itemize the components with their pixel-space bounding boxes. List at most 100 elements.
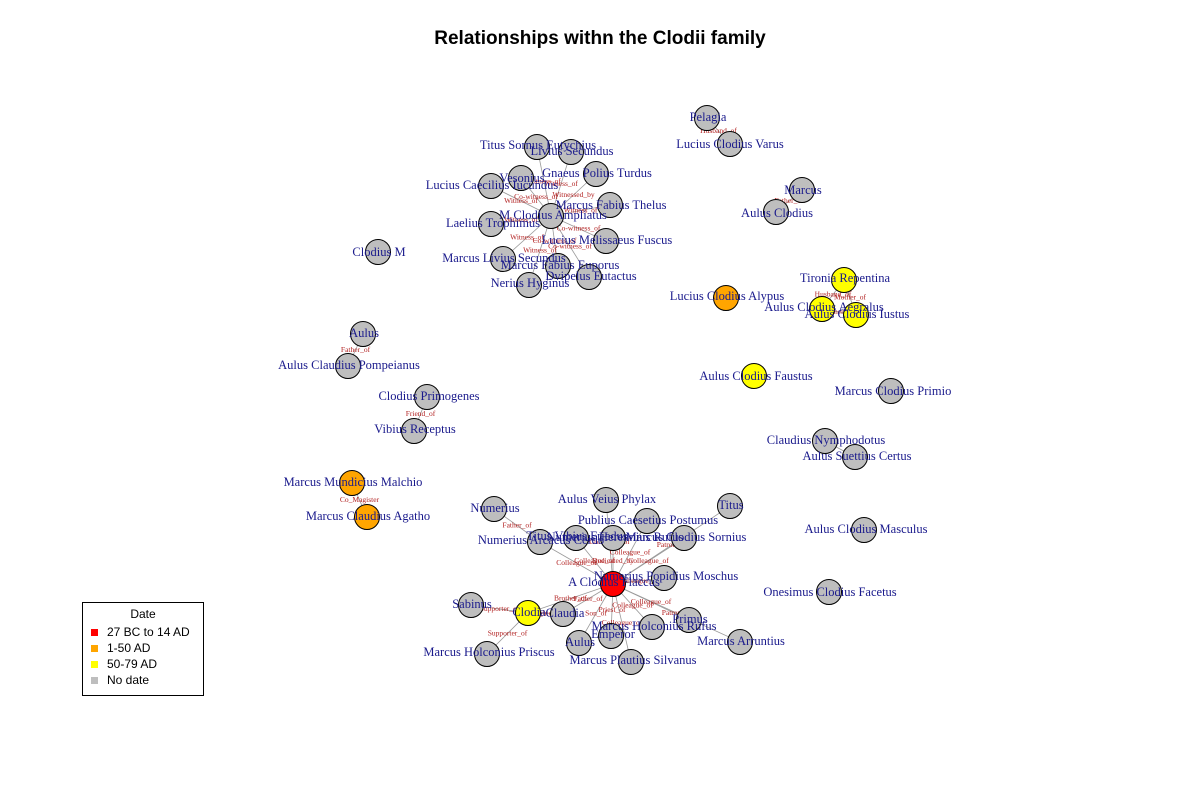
node-acius — [843, 302, 869, 328]
edge-label-aclflac-mholcruf: Colleague_of — [612, 601, 653, 610]
node-tvibius — [563, 525, 589, 551]
node-label-livius_sec: Livius Secundus — [531, 144, 614, 158]
node-mholcruf — [639, 614, 665, 640]
node-label-dvipel: Dvipelus Eutactus — [545, 269, 636, 283]
node-label-clodia: Clodia — [512, 605, 546, 619]
node-acfaust — [741, 363, 767, 389]
node-pelagia — [694, 105, 720, 131]
node-gpolius — [583, 161, 609, 187]
legend-swatch-late — [91, 660, 98, 668]
node-aulus_a — [350, 321, 376, 347]
node-mcagath — [354, 504, 380, 530]
edge-label-aclflac-emperor: Priest_of — [598, 605, 626, 614]
node-label-pcaes: Publius Caesetius Postumus — [578, 513, 718, 527]
node-label-aulus_clodius: Aulus Clodius — [741, 206, 813, 220]
node-label-mholcpr: Marcus Holconius Priscus — [423, 645, 554, 659]
edge-label-pelagia-lcv: Husband_of — [700, 126, 737, 135]
edge-label-aclflac-aulus_b: Son_of — [585, 609, 607, 618]
node-label-lcalypus: Lucius Clodius Alypus — [670, 289, 785, 303]
node-dvipel — [576, 264, 602, 290]
node-label-pelagia: Pelagia — [690, 110, 727, 124]
edge-label-mclamp-vesonius: Co-witness_of — [514, 192, 558, 201]
edge-label-mclamp-lmelis: Co-witness_of — [557, 224, 601, 233]
edge-aclflac-clodia — [527, 583, 614, 614]
edge-label-aclflac-mcsorn: Colleague_of — [628, 556, 669, 565]
node-label-nhyg: Nerius Hyginus — [491, 276, 570, 290]
node-clodius_m — [365, 239, 391, 265]
node-clodia — [515, 600, 541, 626]
node-numer_ruf — [600, 525, 626, 551]
node-mclamp — [538, 203, 564, 229]
node-cnymph — [812, 428, 838, 454]
node-label-narc: Numerius Arcacus Cerdo — [478, 533, 604, 547]
node-lmelis — [593, 228, 619, 254]
edge-label-aclflac-pcaes: Colleague_of — [610, 548, 651, 557]
node-marcus — [789, 177, 815, 203]
node-nhyg — [516, 272, 542, 298]
legend-label-mid: 1-50 AD — [107, 641, 151, 655]
edge-label-acaeg-acius: Father_of — [824, 307, 854, 316]
edge-label-mclamp-gpolius: Witnessed_by — [552, 190, 594, 199]
node-vesonius — [508, 165, 534, 191]
node-titus — [717, 493, 743, 519]
edge-label-mclamp-mfthelus: Witness_of — [564, 206, 598, 215]
nodes-layer — [335, 105, 904, 675]
node-label-aulus_a: Aulus — [349, 326, 379, 340]
chart-title: Relationships withn the Clodii family — [434, 28, 766, 49]
node-label-mfthelus: Marcus Fabius Thelus — [556, 198, 667, 212]
node-acmasc — [851, 517, 877, 543]
node-sabinus — [458, 592, 484, 618]
node-acpomp — [335, 353, 361, 379]
node-lcaec — [478, 173, 504, 199]
node-mholcpr — [474, 641, 500, 667]
node-label-mmund: Marcus Mundicius Malchio — [284, 475, 423, 489]
edge-label-clodia-mholcpr: Supporter_of — [488, 629, 528, 638]
edge-label-mclamp-titus_sornus: Witness_of — [527, 177, 561, 186]
node-mcprimio — [878, 378, 904, 404]
node-claudia — [550, 601, 576, 627]
edge-label-aclflac-primus: Colleague_of — [631, 597, 672, 606]
node-label-gpolius: Gnaeus Polius Turdus — [542, 166, 652, 180]
legend-label-early: 27 BC to 14 AD — [107, 625, 190, 639]
node-oncf — [816, 579, 842, 605]
node-lcv — [717, 131, 743, 157]
edge-label-aclflac-titus: Patron_of — [657, 540, 687, 549]
legend-item-early: 27 BC to 14 AD — [83, 624, 203, 640]
edge-label-aclflac-claudia: Father_of — [573, 594, 603, 603]
legend: Date 27 BC to 14 AD 1-50 AD 50-79 AD No … — [82, 602, 204, 696]
node-label-claudia: Claudia — [546, 606, 585, 620]
node-label-avphylax: Aulus Veius Phylax — [558, 492, 657, 506]
edge-label-aclflac-npmos: Colleague_of — [618, 576, 659, 585]
edge-label-mclamp-lcaec: Witness_of — [504, 196, 538, 205]
edge-label-mclamp-mfeup: Co-witness_of — [533, 236, 577, 245]
legend-swatch-mid — [91, 644, 98, 652]
node-label-primus: Primus — [672, 612, 708, 626]
node-titus_sornus — [524, 134, 550, 160]
edge-label-mclamp-ltroph: Witness_of — [504, 215, 538, 224]
node-emperor — [598, 623, 624, 649]
node-mcsorn — [671, 525, 697, 551]
legend-item-mid: 1-50 AD — [83, 640, 203, 656]
edge-aclflac-titus — [612, 505, 731, 585]
node-label-marrunt: Marcus Arruntius — [697, 634, 785, 648]
edge-label-sabinus-clodia: Supporter_of — [480, 604, 520, 613]
node-label-asuet: Aulus Suettius Certus — [802, 449, 911, 463]
edge-label-mclamp-nhyg: Witness_of — [523, 246, 557, 255]
node-mfthelus — [597, 192, 623, 218]
node-aclflac — [600, 571, 626, 597]
node-label-numerius: Numerius — [470, 501, 519, 515]
node-avphylax — [593, 487, 619, 513]
node-label-mcprimio: Marcus Clodius Primio — [835, 384, 952, 398]
edge-label-aclflac-marrunt: Patron_of — [662, 608, 692, 617]
edge-label-clodia-claudia: Daughter_of — [527, 609, 565, 618]
node-tiron — [831, 267, 857, 293]
edge-label-tiron-acaeg: Husband_of — [815, 290, 852, 299]
node-label-sabinus: Sabinus — [452, 597, 492, 611]
node-pcaes — [634, 508, 660, 534]
edge-label-aclflac-clodia: Brother_of — [554, 594, 587, 603]
node-mfeup — [545, 253, 571, 279]
legend-swatch-early — [91, 628, 98, 636]
node-livius_sec — [558, 139, 584, 165]
edge-label-aclflac-numer_ruf: Dedicated_by — [592, 556, 634, 565]
